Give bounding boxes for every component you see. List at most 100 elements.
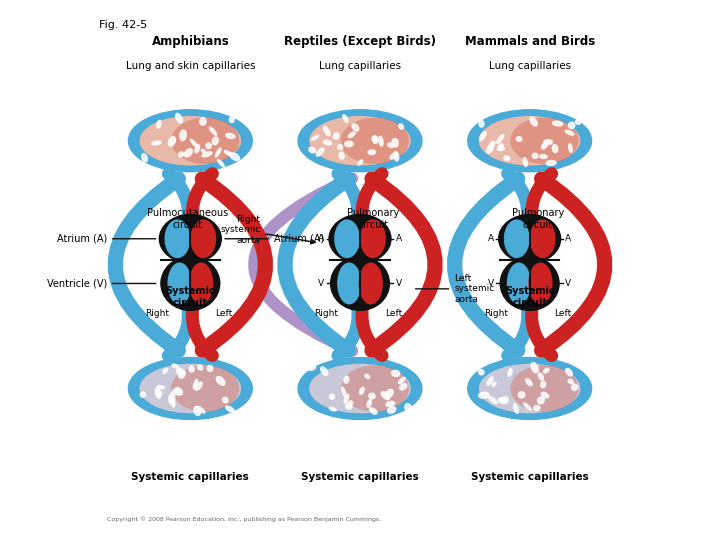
Ellipse shape	[569, 122, 575, 129]
Ellipse shape	[215, 148, 221, 157]
Ellipse shape	[368, 150, 376, 154]
Ellipse shape	[164, 219, 190, 258]
Ellipse shape	[526, 379, 532, 386]
Ellipse shape	[140, 392, 145, 397]
Ellipse shape	[171, 388, 179, 396]
Ellipse shape	[230, 153, 240, 160]
Ellipse shape	[341, 365, 409, 411]
Ellipse shape	[538, 397, 544, 404]
Ellipse shape	[499, 214, 561, 263]
Ellipse shape	[518, 392, 525, 398]
FancyArrowPatch shape	[508, 174, 528, 221]
Ellipse shape	[489, 397, 497, 403]
Ellipse shape	[202, 150, 206, 153]
Ellipse shape	[387, 407, 396, 413]
Ellipse shape	[344, 394, 348, 403]
Ellipse shape	[190, 219, 216, 258]
Ellipse shape	[534, 406, 540, 411]
Ellipse shape	[309, 147, 315, 153]
FancyArrowPatch shape	[254, 179, 352, 351]
Ellipse shape	[510, 365, 579, 411]
Ellipse shape	[405, 403, 411, 411]
Ellipse shape	[479, 121, 484, 127]
Ellipse shape	[171, 365, 239, 411]
Ellipse shape	[387, 143, 393, 147]
Ellipse shape	[390, 153, 397, 159]
Ellipse shape	[323, 140, 331, 145]
FancyArrowPatch shape	[508, 308, 528, 355]
Ellipse shape	[346, 404, 352, 409]
Ellipse shape	[216, 376, 225, 385]
Ellipse shape	[339, 152, 344, 159]
Text: Systemic capillaries: Systemic capillaries	[132, 472, 249, 482]
Ellipse shape	[516, 137, 522, 141]
Ellipse shape	[226, 406, 235, 412]
Ellipse shape	[504, 219, 530, 258]
Ellipse shape	[392, 138, 398, 147]
Ellipse shape	[152, 141, 161, 145]
Ellipse shape	[497, 134, 504, 143]
Ellipse shape	[344, 376, 348, 383]
Ellipse shape	[191, 139, 198, 147]
Ellipse shape	[206, 143, 211, 148]
Ellipse shape	[565, 130, 574, 135]
Ellipse shape	[309, 116, 411, 165]
Ellipse shape	[479, 364, 580, 413]
Ellipse shape	[176, 113, 182, 123]
Ellipse shape	[168, 262, 192, 305]
Ellipse shape	[184, 148, 192, 157]
Ellipse shape	[572, 384, 577, 390]
Ellipse shape	[352, 124, 359, 131]
FancyArrowPatch shape	[202, 179, 266, 350]
FancyArrowPatch shape	[168, 308, 189, 355]
Ellipse shape	[333, 133, 339, 139]
Ellipse shape	[386, 401, 395, 406]
Ellipse shape	[504, 156, 510, 160]
Ellipse shape	[189, 262, 213, 305]
Ellipse shape	[337, 262, 361, 305]
Ellipse shape	[394, 152, 399, 161]
Ellipse shape	[552, 121, 563, 126]
Ellipse shape	[345, 141, 354, 147]
FancyArrowPatch shape	[338, 308, 358, 355]
Ellipse shape	[198, 365, 203, 370]
Ellipse shape	[161, 256, 220, 310]
Ellipse shape	[532, 153, 538, 158]
FancyArrowPatch shape	[338, 174, 358, 221]
Ellipse shape	[479, 370, 484, 375]
Ellipse shape	[222, 397, 228, 403]
Ellipse shape	[142, 153, 148, 162]
Ellipse shape	[189, 366, 194, 372]
Ellipse shape	[400, 383, 407, 390]
Text: Copyright © 2008 Pearson Education, Inc., publishing as Pearson Benjamin Cumming: Copyright © 2008 Pearson Education, Inc.…	[107, 516, 381, 522]
Ellipse shape	[168, 394, 175, 404]
Ellipse shape	[175, 388, 182, 395]
Ellipse shape	[172, 364, 179, 368]
Ellipse shape	[217, 159, 225, 167]
Ellipse shape	[398, 377, 405, 383]
Ellipse shape	[540, 155, 547, 158]
Ellipse shape	[226, 133, 235, 138]
Ellipse shape	[498, 147, 505, 151]
Ellipse shape	[207, 366, 213, 372]
Ellipse shape	[128, 357, 252, 420]
FancyArrowPatch shape	[362, 174, 382, 221]
Text: Left: Left	[554, 308, 572, 318]
Ellipse shape	[157, 386, 165, 389]
Ellipse shape	[468, 110, 592, 172]
Ellipse shape	[365, 374, 369, 379]
Ellipse shape	[329, 214, 391, 263]
Text: Pulmonary
circuit: Pulmonary circuit	[512, 208, 564, 230]
Text: Atrium (A): Atrium (A)	[57, 234, 156, 244]
Ellipse shape	[308, 365, 315, 370]
Ellipse shape	[568, 379, 573, 383]
Ellipse shape	[492, 382, 496, 387]
Ellipse shape	[508, 369, 512, 376]
Ellipse shape	[372, 136, 378, 142]
Ellipse shape	[500, 256, 559, 310]
Ellipse shape	[194, 380, 197, 389]
Text: V: V	[488, 279, 494, 288]
Ellipse shape	[544, 140, 552, 145]
FancyArrowPatch shape	[362, 308, 382, 355]
Ellipse shape	[163, 368, 168, 374]
